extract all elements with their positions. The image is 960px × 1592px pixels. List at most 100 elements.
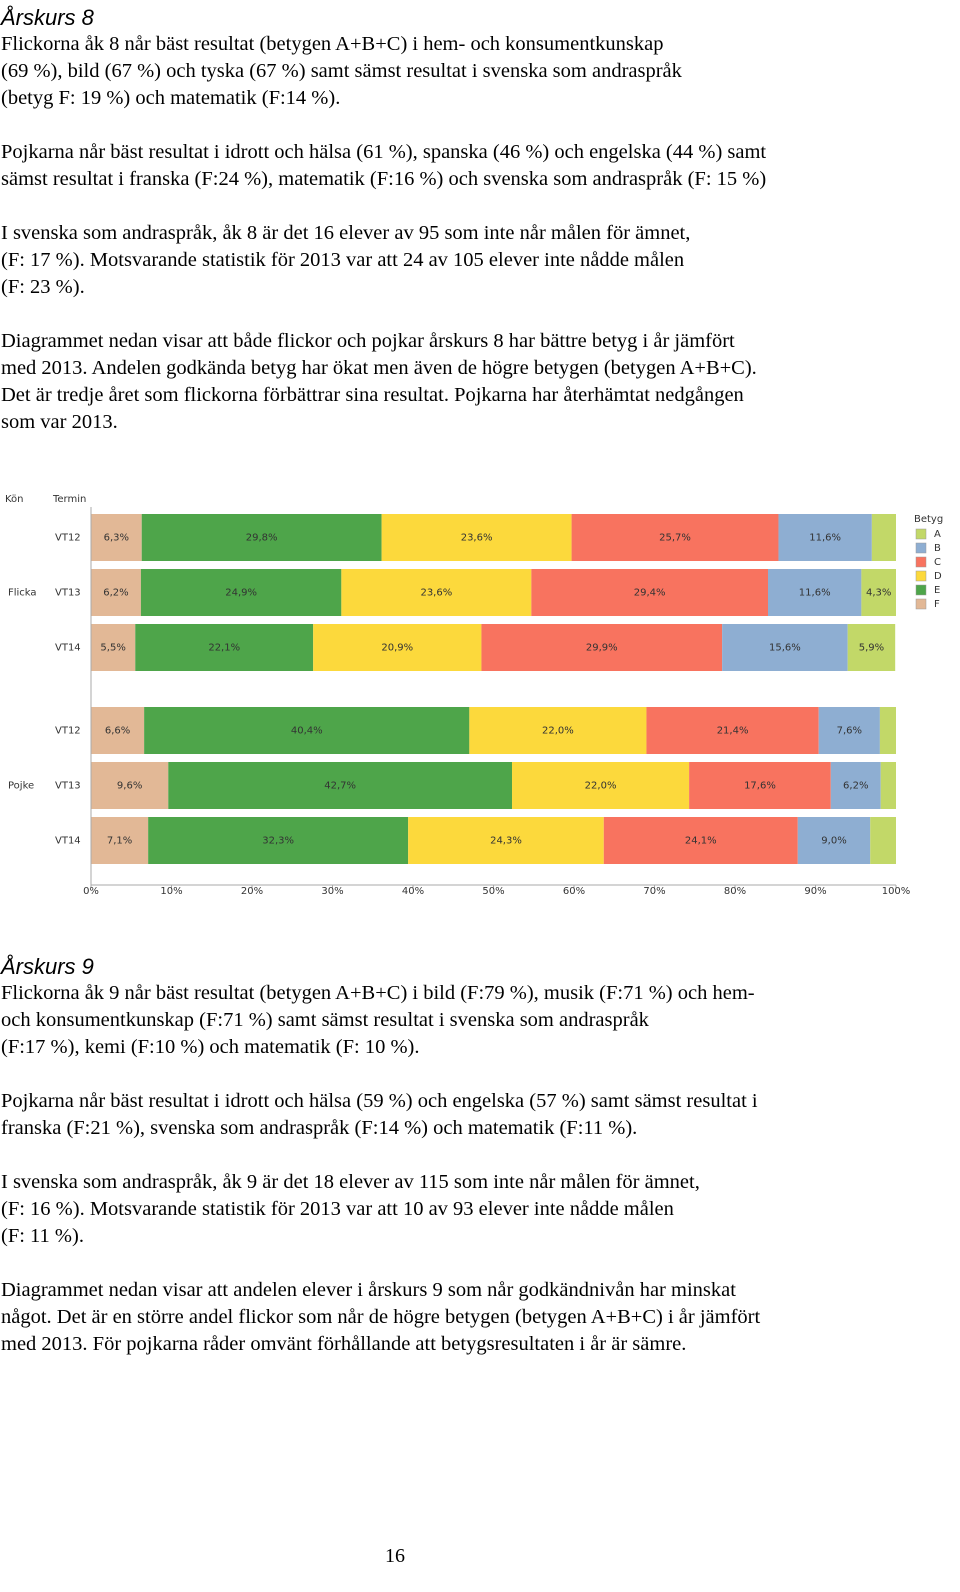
bar-segment	[880, 762, 896, 809]
bar-segment	[140, 569, 342, 616]
paragraph: Pojkarna når bäst resultat i idrott och …	[1, 1088, 951, 1142]
legend-label: C	[934, 557, 941, 568]
data-label: 6,2%	[103, 588, 128, 599]
text-line: Pojkarna når bäst resultat i idrott och …	[1, 1090, 758, 1112]
paragraph: Diagrammet nedan visar att andelen eleve…	[1, 1277, 951, 1358]
row-label: VT14	[55, 836, 81, 847]
paragraph: Diagrammet nedan visar att både flickor …	[1, 328, 951, 436]
bar-segment	[861, 569, 896, 616]
legend-swatch	[915, 542, 927, 554]
data-label: 22,0%	[542, 726, 574, 737]
data-label: 22,0%	[585, 781, 617, 792]
bar-segment	[91, 624, 136, 671]
bar-segment	[603, 817, 798, 864]
data-label: 9,6%	[117, 781, 142, 792]
data-label: 9,0%	[821, 836, 846, 847]
data-label: 42,7%	[324, 781, 356, 792]
text-line: (F:17 %), kemi (F:10 %) och matematik (F…	[1, 1036, 420, 1058]
data-label: 4,3%	[866, 588, 891, 599]
data-label: 7,6%	[837, 726, 862, 737]
bar-segment	[408, 817, 604, 864]
bar-segment	[818, 707, 880, 754]
x-tick-label: 30%	[321, 886, 343, 897]
data-label: 15,6%	[769, 643, 801, 654]
legend-label: D	[934, 571, 942, 582]
text-line: franska (F:21 %), svenska som andraspråk…	[1, 1117, 638, 1139]
text-line: Flickorna åk 9 når bäst resultat (betyge…	[1, 982, 755, 1004]
text-line: Flickorna åk 8 når bäst resultat (betyge…	[1, 33, 664, 55]
x-tick-label: 0%	[83, 886, 99, 897]
bar-segment	[168, 762, 513, 809]
row-label: VT14	[55, 643, 81, 654]
data-label: 17,6%	[744, 781, 776, 792]
bar-segment	[870, 817, 896, 864]
bar-segment	[91, 514, 142, 561]
row-label: VT12	[55, 533, 81, 544]
x-tick-label: 20%	[241, 886, 263, 897]
data-label: 5,9%	[859, 643, 884, 654]
data-label: 29,4%	[634, 588, 666, 599]
bar-segment	[144, 707, 470, 754]
data-label: 22,1%	[208, 643, 240, 654]
bar-segment	[646, 707, 819, 754]
text-line: (betyg F: 19 %) och matematik (F:14 %).	[1, 87, 341, 109]
legend-swatch	[915, 528, 927, 540]
data-label: 11,6%	[809, 533, 841, 544]
legend-label: F	[934, 599, 940, 610]
data-label: 6,3%	[104, 533, 129, 544]
text-line: med 2013. För pojkarna råder omvänt förh…	[1, 1333, 687, 1355]
text-line: (F: 11 %).	[1, 1225, 84, 1247]
legend-label: A	[934, 529, 941, 540]
data-label: 25,7%	[659, 533, 691, 544]
text-line: Pojkarna når bäst resultat i idrott och …	[1, 141, 767, 163]
data-label: 6,6%	[105, 726, 130, 737]
data-label: 7,1%	[107, 836, 132, 847]
row-label: VT13	[55, 781, 81, 792]
paragraph: Pojkarna når bäst resultat i idrott och …	[1, 139, 951, 193]
section: Årskurs 9 Flickorna åk 9 når bäst resulta…	[1, 953, 951, 1385]
x-tick-label: 50%	[482, 886, 504, 897]
x-tick-label: 40%	[402, 886, 424, 897]
legend-swatch	[915, 570, 927, 582]
bar-segment	[871, 514, 896, 561]
bar-segment	[512, 762, 690, 809]
data-label: 29,9%	[586, 643, 618, 654]
bar-segment	[778, 514, 872, 561]
text-line: något. Det är en större andel flickor so…	[1, 1306, 761, 1328]
bar-segment	[847, 624, 896, 671]
text-line: (F: 17 %). Motsvarande statistik för 201…	[1, 249, 685, 271]
bar-segment	[91, 569, 141, 616]
bar-segment	[722, 624, 848, 671]
text-line: (F: 16 %). Motsvarande statistik för 201…	[1, 1198, 674, 1220]
text-line: (F: 23 %).	[1, 276, 85, 298]
text-line: (69 %), bild (67 %) och tyska (67 %) sam…	[1, 60, 682, 82]
data-label: 11,6%	[799, 588, 831, 599]
heading: Årskurs 9	[1, 954, 94, 979]
text-line: och konsumentkunskap (F:71 %) samt sämst…	[1, 1009, 649, 1031]
data-label: 5,5%	[100, 643, 125, 654]
bar-segment	[768, 569, 862, 616]
data-label: 32,3%	[262, 836, 294, 847]
bar-segment	[879, 707, 896, 754]
group-label: Flicka	[8, 588, 37, 599]
data-label: 20,9%	[381, 643, 413, 654]
bar-segment	[91, 762, 169, 809]
bar-segment	[341, 569, 532, 616]
heading: Årskurs 8	[1, 5, 94, 30]
legend-swatch	[915, 556, 927, 568]
bar-segment	[830, 762, 881, 809]
column-header: Termin	[52, 494, 86, 505]
text-line: Det är tredje året som flickorna förbätt…	[1, 384, 744, 406]
text-line: med 2013. Andelen godkända betyg har öka…	[1, 357, 757, 379]
paragraph: Flickorna åk 9 når bäst resultat (betyge…	[1, 980, 951, 1061]
bar-segment	[797, 817, 871, 864]
data-label: 21,4%	[717, 726, 749, 737]
paragraph: Flickorna åk 8 når bäst resultat (betyge…	[1, 31, 951, 112]
bar-segment	[313, 624, 482, 671]
text-line: Diagrammet nedan visar att både flickor …	[1, 330, 735, 352]
bar-segment	[481, 624, 723, 671]
group-label: Pojke	[8, 781, 34, 792]
bar-segment	[531, 569, 769, 616]
bar-segment	[141, 514, 382, 561]
